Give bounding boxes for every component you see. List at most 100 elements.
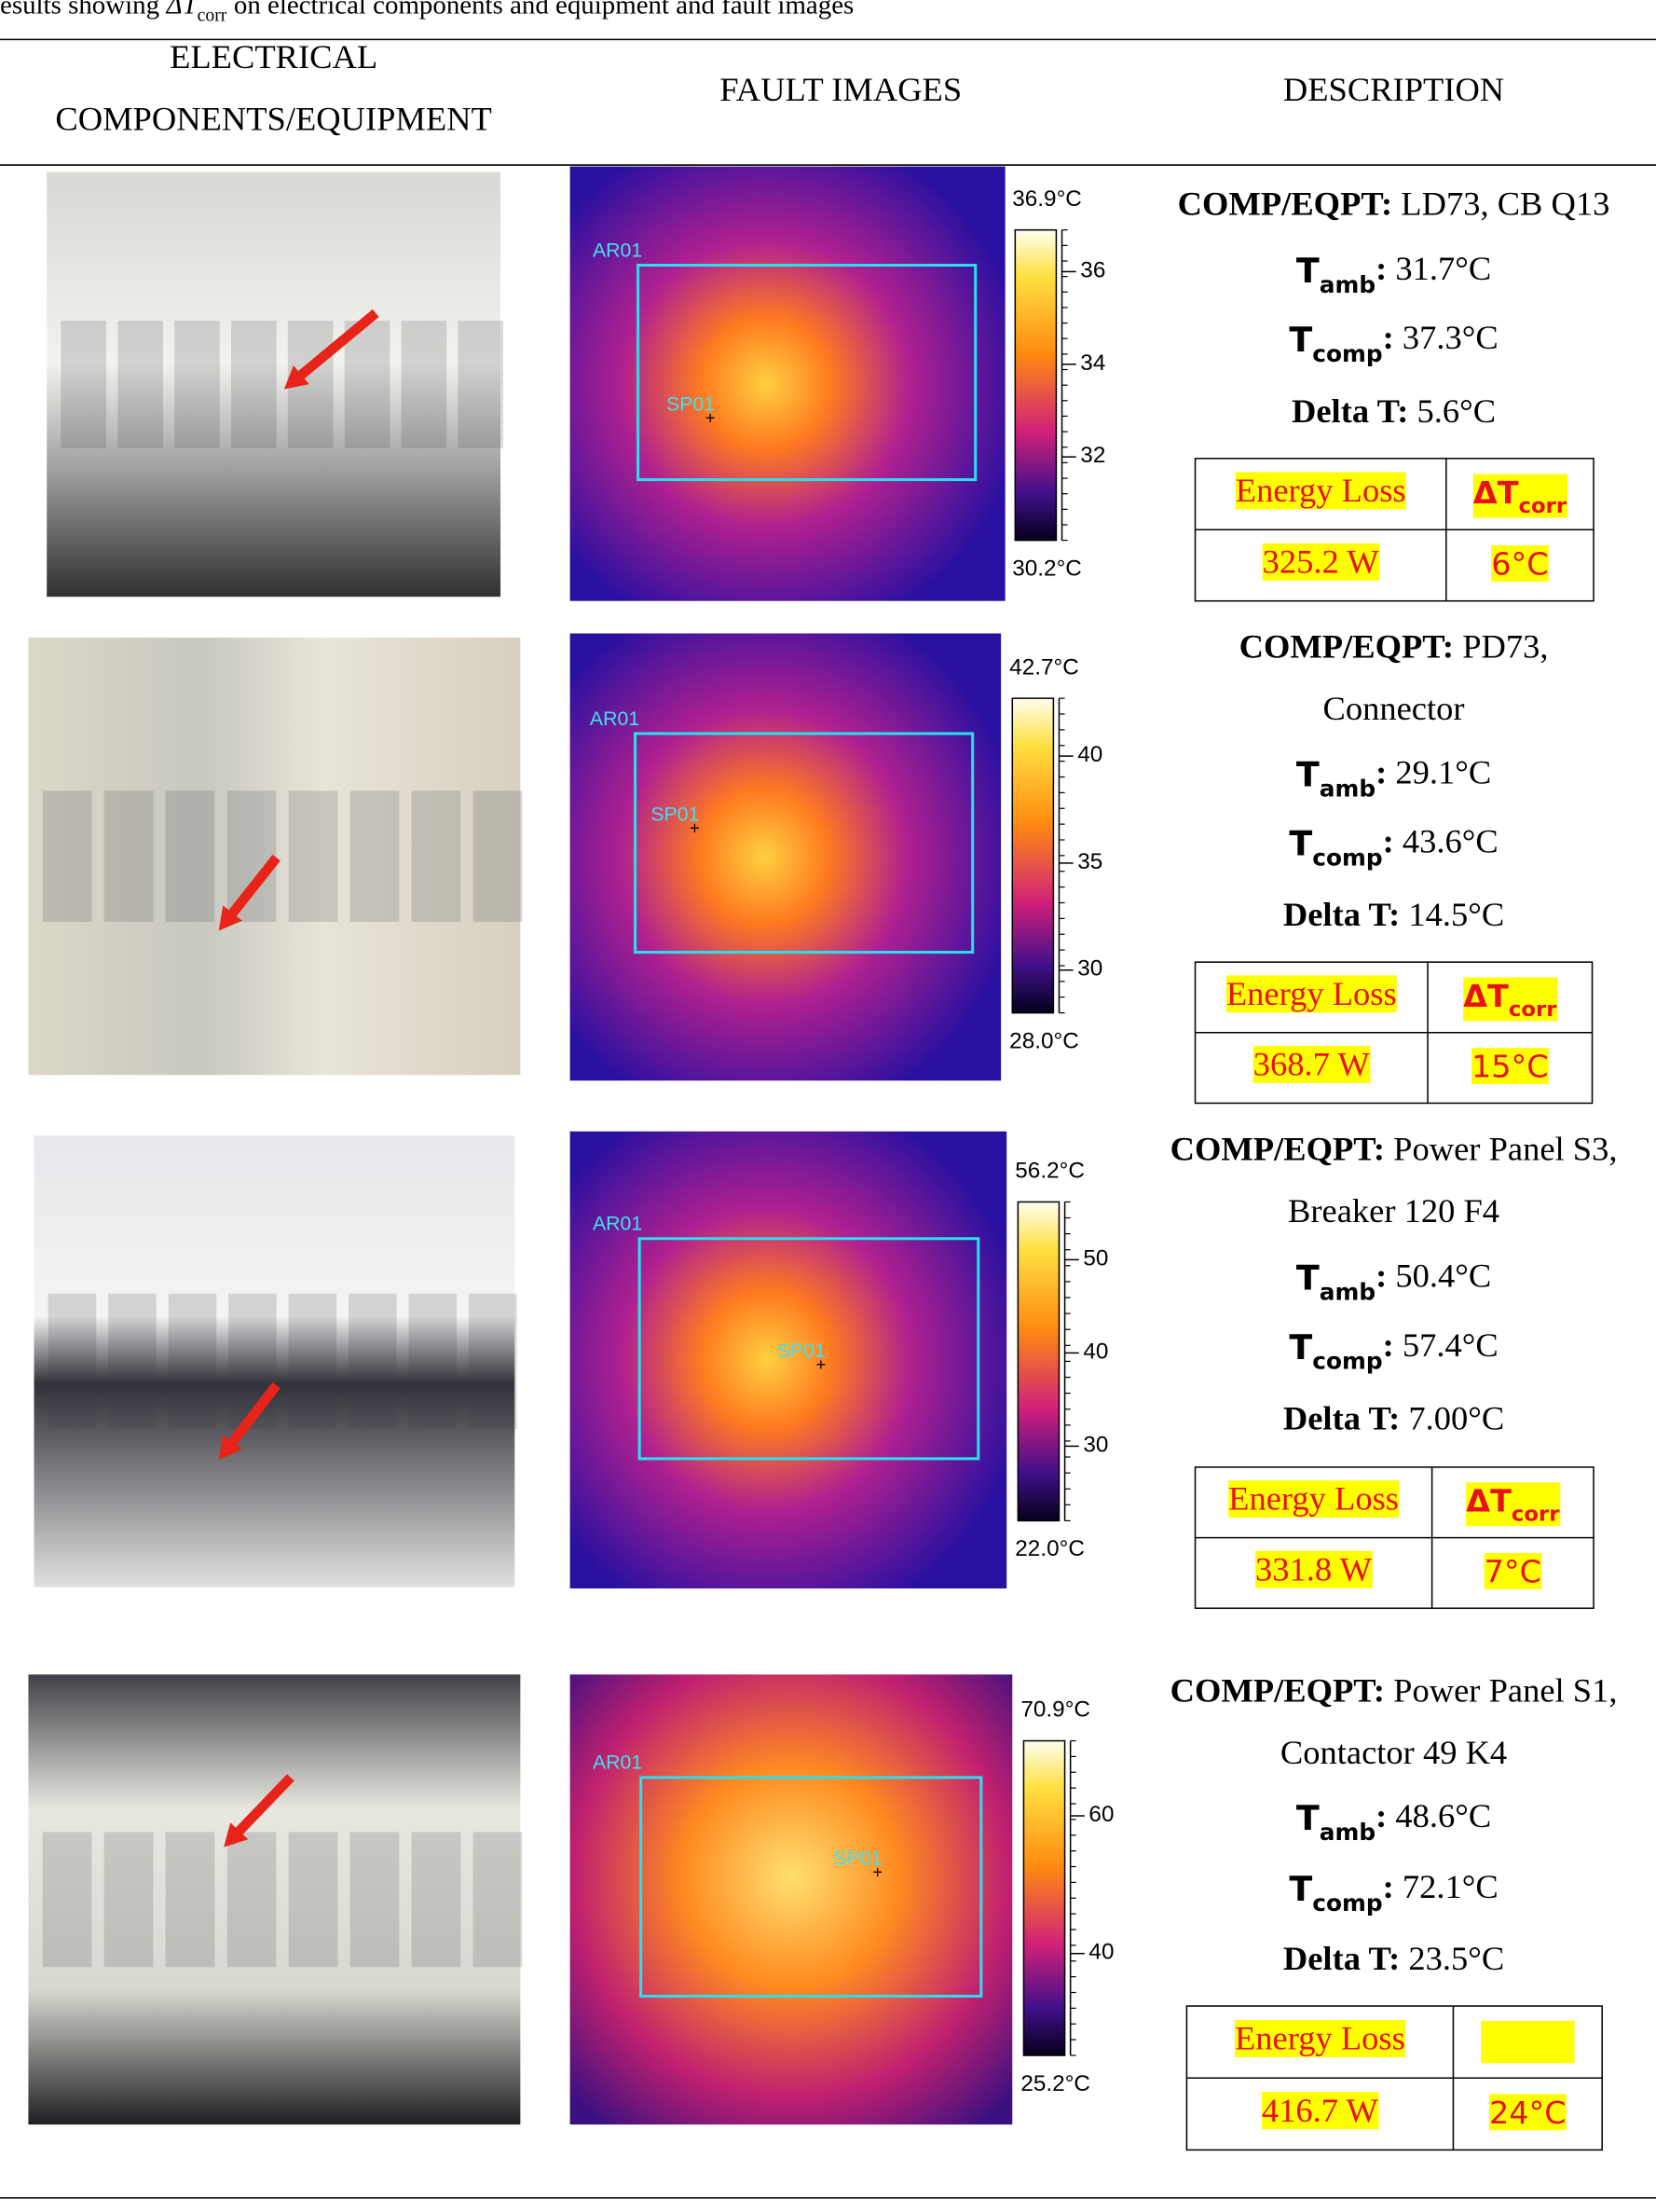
text-part: 6°C (1491, 545, 1548, 582)
spot-label: SP01 (666, 392, 715, 415)
text-part: 50.4°C (1395, 1257, 1491, 1295)
highlight (1466, 1482, 1561, 1527)
thermal-image (569, 1131, 1007, 1589)
text-part: AR01 (593, 239, 642, 261)
spot-label: SP01 (650, 803, 699, 825)
text-part: 416.7 W (1262, 2092, 1379, 2129)
text-part: 37.3°C (1403, 320, 1499, 357)
photo-detail (61, 321, 107, 448)
highlight (1235, 472, 1406, 510)
text-part: T (1289, 1869, 1312, 1909)
text-part: corr (1519, 494, 1567, 518)
table-header: ΔTcorr (1466, 1482, 1560, 1526)
photo-detail (288, 1832, 338, 1968)
text-part: 325.2 W (1263, 543, 1380, 581)
text-part: 30 (1077, 956, 1102, 982)
delta-temp: Delta T: 14.5°C (1283, 897, 1504, 934)
photo-detail (472, 790, 523, 923)
thermal-area (634, 732, 975, 955)
area-label: AR01 (593, 1212, 642, 1234)
ambient-temp: Tamb: 50.4°C (1296, 1257, 1491, 1305)
text-part: : (1375, 1257, 1387, 1295)
highlight (1484, 1552, 1542, 1589)
energy-loss: 331.8 W (1255, 1551, 1373, 1588)
red-arrow (220, 854, 281, 927)
text-part: 36.9°C (1012, 186, 1082, 212)
text-part: SP01 (834, 1847, 883, 1869)
component-name: Connector (1323, 691, 1465, 728)
table-header: Energy Loss (1226, 975, 1397, 1012)
photo-detail (458, 321, 504, 448)
text-part: 42.7°C (1009, 655, 1079, 680)
spot-label: SP01 (777, 1339, 826, 1361)
photo-detail (469, 1293, 517, 1430)
delta-t-corr: 24°C (1489, 2094, 1567, 2130)
photo-detail (472, 1832, 523, 1968)
text-part: 30 (1083, 1433, 1108, 1458)
text-part: T (1289, 823, 1312, 863)
text-part: FAULT IMAGES (719, 71, 962, 108)
text-part: : (1375, 1798, 1387, 1835)
text-part: 28.0°C (1009, 1029, 1079, 1054)
text-part: 40 (1077, 743, 1102, 768)
table-header: Energy Loss (1228, 1480, 1399, 1518)
text-part: : (1375, 251, 1387, 288)
energy-loss: 325.2 W (1263, 543, 1380, 581)
scale-min: 22.0°C (1015, 1537, 1085, 1562)
photo-detail (174, 321, 220, 448)
photo-detail (288, 790, 338, 923)
caption: esults showing ΔTcorr on electrical compon… (0, 0, 854, 26)
text-part: COMP/EQPT: (1239, 628, 1454, 666)
column-header: COMPONENTS/EQUIPMENT (55, 101, 491, 138)
photo-detail (349, 1293, 397, 1430)
photo-detail (408, 1293, 458, 1430)
highlight (1261, 2092, 1379, 2130)
photo-detail (226, 790, 277, 923)
text-part: comp (1312, 340, 1382, 367)
red-arrow (287, 309, 379, 388)
text-part: comp (1312, 1347, 1382, 1374)
text-part: 7.00°C (1408, 1400, 1504, 1437)
component-photo (28, 1674, 521, 2125)
component-photo (47, 172, 501, 598)
column-header: FAULT IMAGES (719, 71, 962, 108)
column-header: DESCRIPTION (1283, 71, 1504, 108)
highlight (1235, 2020, 1405, 2057)
text-part: : (1383, 320, 1394, 357)
area-label: AR01 (593, 239, 642, 261)
scale-tick-label: 35 (1077, 849, 1102, 874)
text-part: Power Panel S3, (1393, 1131, 1617, 1168)
text-part: 25.2°C (1020, 2071, 1090, 2096)
text-part: Energy Loss (1226, 975, 1397, 1012)
text-part: amb (1320, 775, 1375, 802)
photo-detail (48, 1293, 97, 1430)
spot-marker: + (705, 408, 716, 427)
spot-marker: + (816, 1355, 827, 1374)
text-part: Energy Loss (1228, 1480, 1399, 1518)
component-temp: Tcomp: 72.1°C (1289, 1868, 1498, 1916)
area-label: AR01 (590, 707, 639, 729)
text-part: AR01 (593, 1212, 642, 1234)
scale-max: 36.9°C (1012, 186, 1082, 212)
text-part: ELECTRICAL (170, 38, 377, 76)
text-part: 72.1°C (1403, 1868, 1499, 1905)
text-part: 57.4°C (1403, 1326, 1499, 1364)
photo-detail (226, 1832, 277, 1968)
text-part: AR01 (593, 1751, 642, 1773)
photo-detail (401, 321, 447, 448)
text-part: comp (1312, 844, 1382, 871)
text-part: 60 (1088, 1802, 1114, 1827)
text-part: : (1383, 1326, 1394, 1364)
text-part: 331.8 W (1255, 1551, 1373, 1588)
text-part: T (1296, 1798, 1320, 1838)
component-name: COMP/EQPT: PD73, (1239, 628, 1549, 666)
text-part: corr (1512, 1502, 1560, 1526)
highlight (1225, 975, 1397, 1013)
text-part: SP01 (666, 392, 715, 415)
text-part: : (1375, 754, 1387, 791)
text-part: Delta T: (1283, 1400, 1400, 1437)
text-part: Connector (1323, 691, 1465, 728)
table-header: Energy Loss (1235, 2020, 1405, 2057)
text-part: amb (1320, 1819, 1375, 1846)
